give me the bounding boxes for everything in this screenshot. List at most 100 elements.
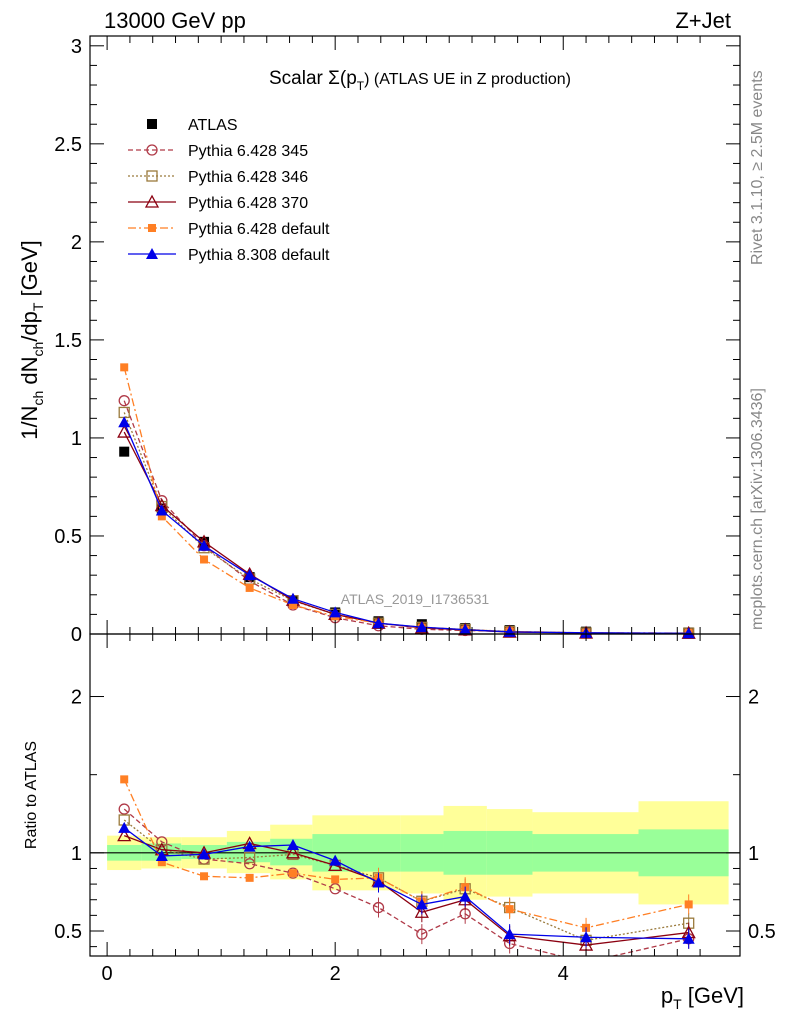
- main-y-tick-label: 2.5: [54, 134, 82, 156]
- ratio-point-p6def: [245, 873, 254, 882]
- ratio-line-p6def: [123, 779, 689, 929]
- ratio-point-p345: [243, 858, 256, 870]
- ratio-point-p345: [372, 901, 385, 914]
- analysis-watermark: ATLAS_2019_I1736531: [341, 591, 490, 607]
- legend-marker-atlas: [147, 119, 157, 129]
- legend-item-atlas: ATLAS: [147, 117, 238, 134]
- data-point-p8def: [682, 627, 695, 639]
- ratio-line-p345: [123, 808, 689, 956]
- legend-marker-p6def: [148, 224, 156, 232]
- data-point-p345: [118, 395, 130, 407]
- ratio-point-p6def: [505, 905, 514, 914]
- data-point-p8def: [372, 617, 385, 629]
- ratio-point-p8def: [580, 931, 593, 943]
- data-point-p8def: [155, 504, 168, 516]
- main-y-tick-label: 1: [71, 428, 82, 450]
- main-y-tick-label: 1.5: [54, 330, 82, 352]
- data-point-p6def: [157, 512, 166, 521]
- mcplots-label: mcplots.cern.ch [arXiv:1306.3436]: [749, 388, 766, 630]
- legend-item-p345: Pythia 6.428 345: [128, 143, 308, 160]
- data-point-p8def: [243, 569, 256, 581]
- ratio-y-tick-label-right: 0.5: [748, 921, 776, 943]
- ratio-y-tick-label-right: 1: [748, 843, 759, 865]
- legend-label-p8def: Pythia 8.308 default: [188, 247, 330, 264]
- header-right: Z+Jet: [675, 8, 731, 33]
- main-y-axis-label: 1/Nch dNch/dpT [GeV]: [17, 240, 46, 440]
- ratio-line-p8def: [123, 827, 689, 940]
- ratio-point-p370: [414, 904, 429, 918]
- ratio-point-p6def: [331, 875, 340, 884]
- ratio-series: [117, 775, 696, 967]
- legend-label-p345: Pythia 6.428 345: [188, 143, 308, 160]
- legend-item-p370: Pythia 6.428 370: [128, 194, 308, 212]
- main-panel: 0 0.5 1 1.5 2 2.5 3 Scalar Σ(pT) (ATLAS UE in …: [17, 35, 741, 646]
- x-tick-label: 4: [558, 963, 569, 985]
- ratio-point-p8def: [118, 821, 131, 833]
- legend-marker-p370: [144, 194, 160, 208]
- ratio-point-p345: [156, 836, 168, 848]
- ratio-point-p8def: [198, 848, 211, 860]
- ratio-line-p346: [123, 819, 689, 942]
- data-point-p6def: [245, 583, 254, 592]
- ratio-point-p345: [329, 883, 341, 895]
- legend-label-atlas: ATLAS: [188, 117, 238, 134]
- legend-label-p370: Pythia 6.428 370: [188, 195, 308, 212]
- legend-label-p346: Pythia 6.428 346: [188, 169, 308, 186]
- data-point-p8def: [198, 539, 211, 551]
- data-point-atlas: [119, 446, 130, 457]
- ratio-point-p8def: [682, 932, 695, 944]
- legend-item-p8def: Pythia 8.308 default: [128, 247, 330, 264]
- ratio-point-p345: [118, 803, 130, 815]
- ratio-point-p370: [117, 828, 132, 842]
- main-y-tick-label: 0.5: [54, 526, 82, 548]
- main-y-tick-label: 0: [71, 624, 82, 646]
- ratio-point-p8def: [329, 854, 342, 866]
- data-point-p8def: [118, 416, 131, 428]
- legend-item-p346: Pythia 6.428 346: [128, 169, 308, 186]
- x-tick-label: 2: [330, 963, 341, 985]
- ratio-point-p6def: [288, 869, 297, 878]
- x-axis-label: pT [GeV]: [661, 983, 744, 1012]
- ratio-point-p8def: [415, 898, 428, 910]
- series-line-p8def: [123, 421, 689, 634]
- ratio-point-p8def: [503, 928, 516, 940]
- main-y-tick-label: 3: [71, 36, 82, 58]
- data-point-p6def: [200, 555, 209, 564]
- x-tick-label: 0: [102, 963, 113, 985]
- legend-marker-p345: [146, 144, 158, 156]
- ratio-point-p345: [581, 957, 591, 967]
- ratio-panel: 0.5 0.5 1 1 2 2 0 2 4 Ratio to ATLAS pT [GeV]: [23, 633, 776, 1012]
- main-title: Scalar Σ(pT) (ATLAS UE in Z production): [269, 68, 571, 93]
- legend: ATLAS Pythia 6.428 345 Pythia 6.428 346 Pyt…: [128, 117, 330, 264]
- ratio-point-p345: [416, 928, 428, 940]
- data-point-p8def: [286, 592, 299, 604]
- legend-item-p6def: Pythia 6.428 default: [128, 221, 330, 238]
- ratio-point-p8def: [459, 890, 472, 902]
- data-point-p6def: [120, 363, 129, 372]
- data-point-p8def: [329, 606, 342, 618]
- ratio-point-p6def: [200, 872, 209, 881]
- ratio-y-tick-label: 1: [71, 843, 82, 865]
- ratio-point-p8def: [155, 849, 168, 861]
- header-left: 13000 GeV pp: [104, 8, 246, 33]
- ratio-y-axis-label: Ratio to ATLAS: [23, 741, 40, 849]
- legend-marker-p8def: [146, 248, 158, 259]
- ratio-point-p8def: [372, 876, 385, 888]
- ratio-y-tick-label: 0.5: [54, 921, 82, 943]
- rivet-label: Rivet 3.1.10, ≥ 2.5M events: [749, 70, 766, 265]
- ratio-point-p370: [285, 845, 301, 859]
- ratio-point-p346: [243, 851, 256, 864]
- ratio-series-p8def: [118, 821, 695, 949]
- ratio-line-p370: [123, 835, 689, 946]
- ratio-point-p8def: [286, 839, 299, 851]
- data-point-p8def: [415, 621, 428, 633]
- ratio-point-p6def: [684, 900, 693, 909]
- series-p8def: [118, 416, 695, 639]
- ratio-point-p6def: [120, 775, 129, 784]
- ratio-point-p6def: [157, 858, 166, 867]
- ratio-y-tick-label: 2: [71, 687, 82, 709]
- data-point-p370: [117, 424, 132, 438]
- ratio-y-tick-label-right: 2: [748, 687, 759, 709]
- ratio-frame: [89, 633, 741, 957]
